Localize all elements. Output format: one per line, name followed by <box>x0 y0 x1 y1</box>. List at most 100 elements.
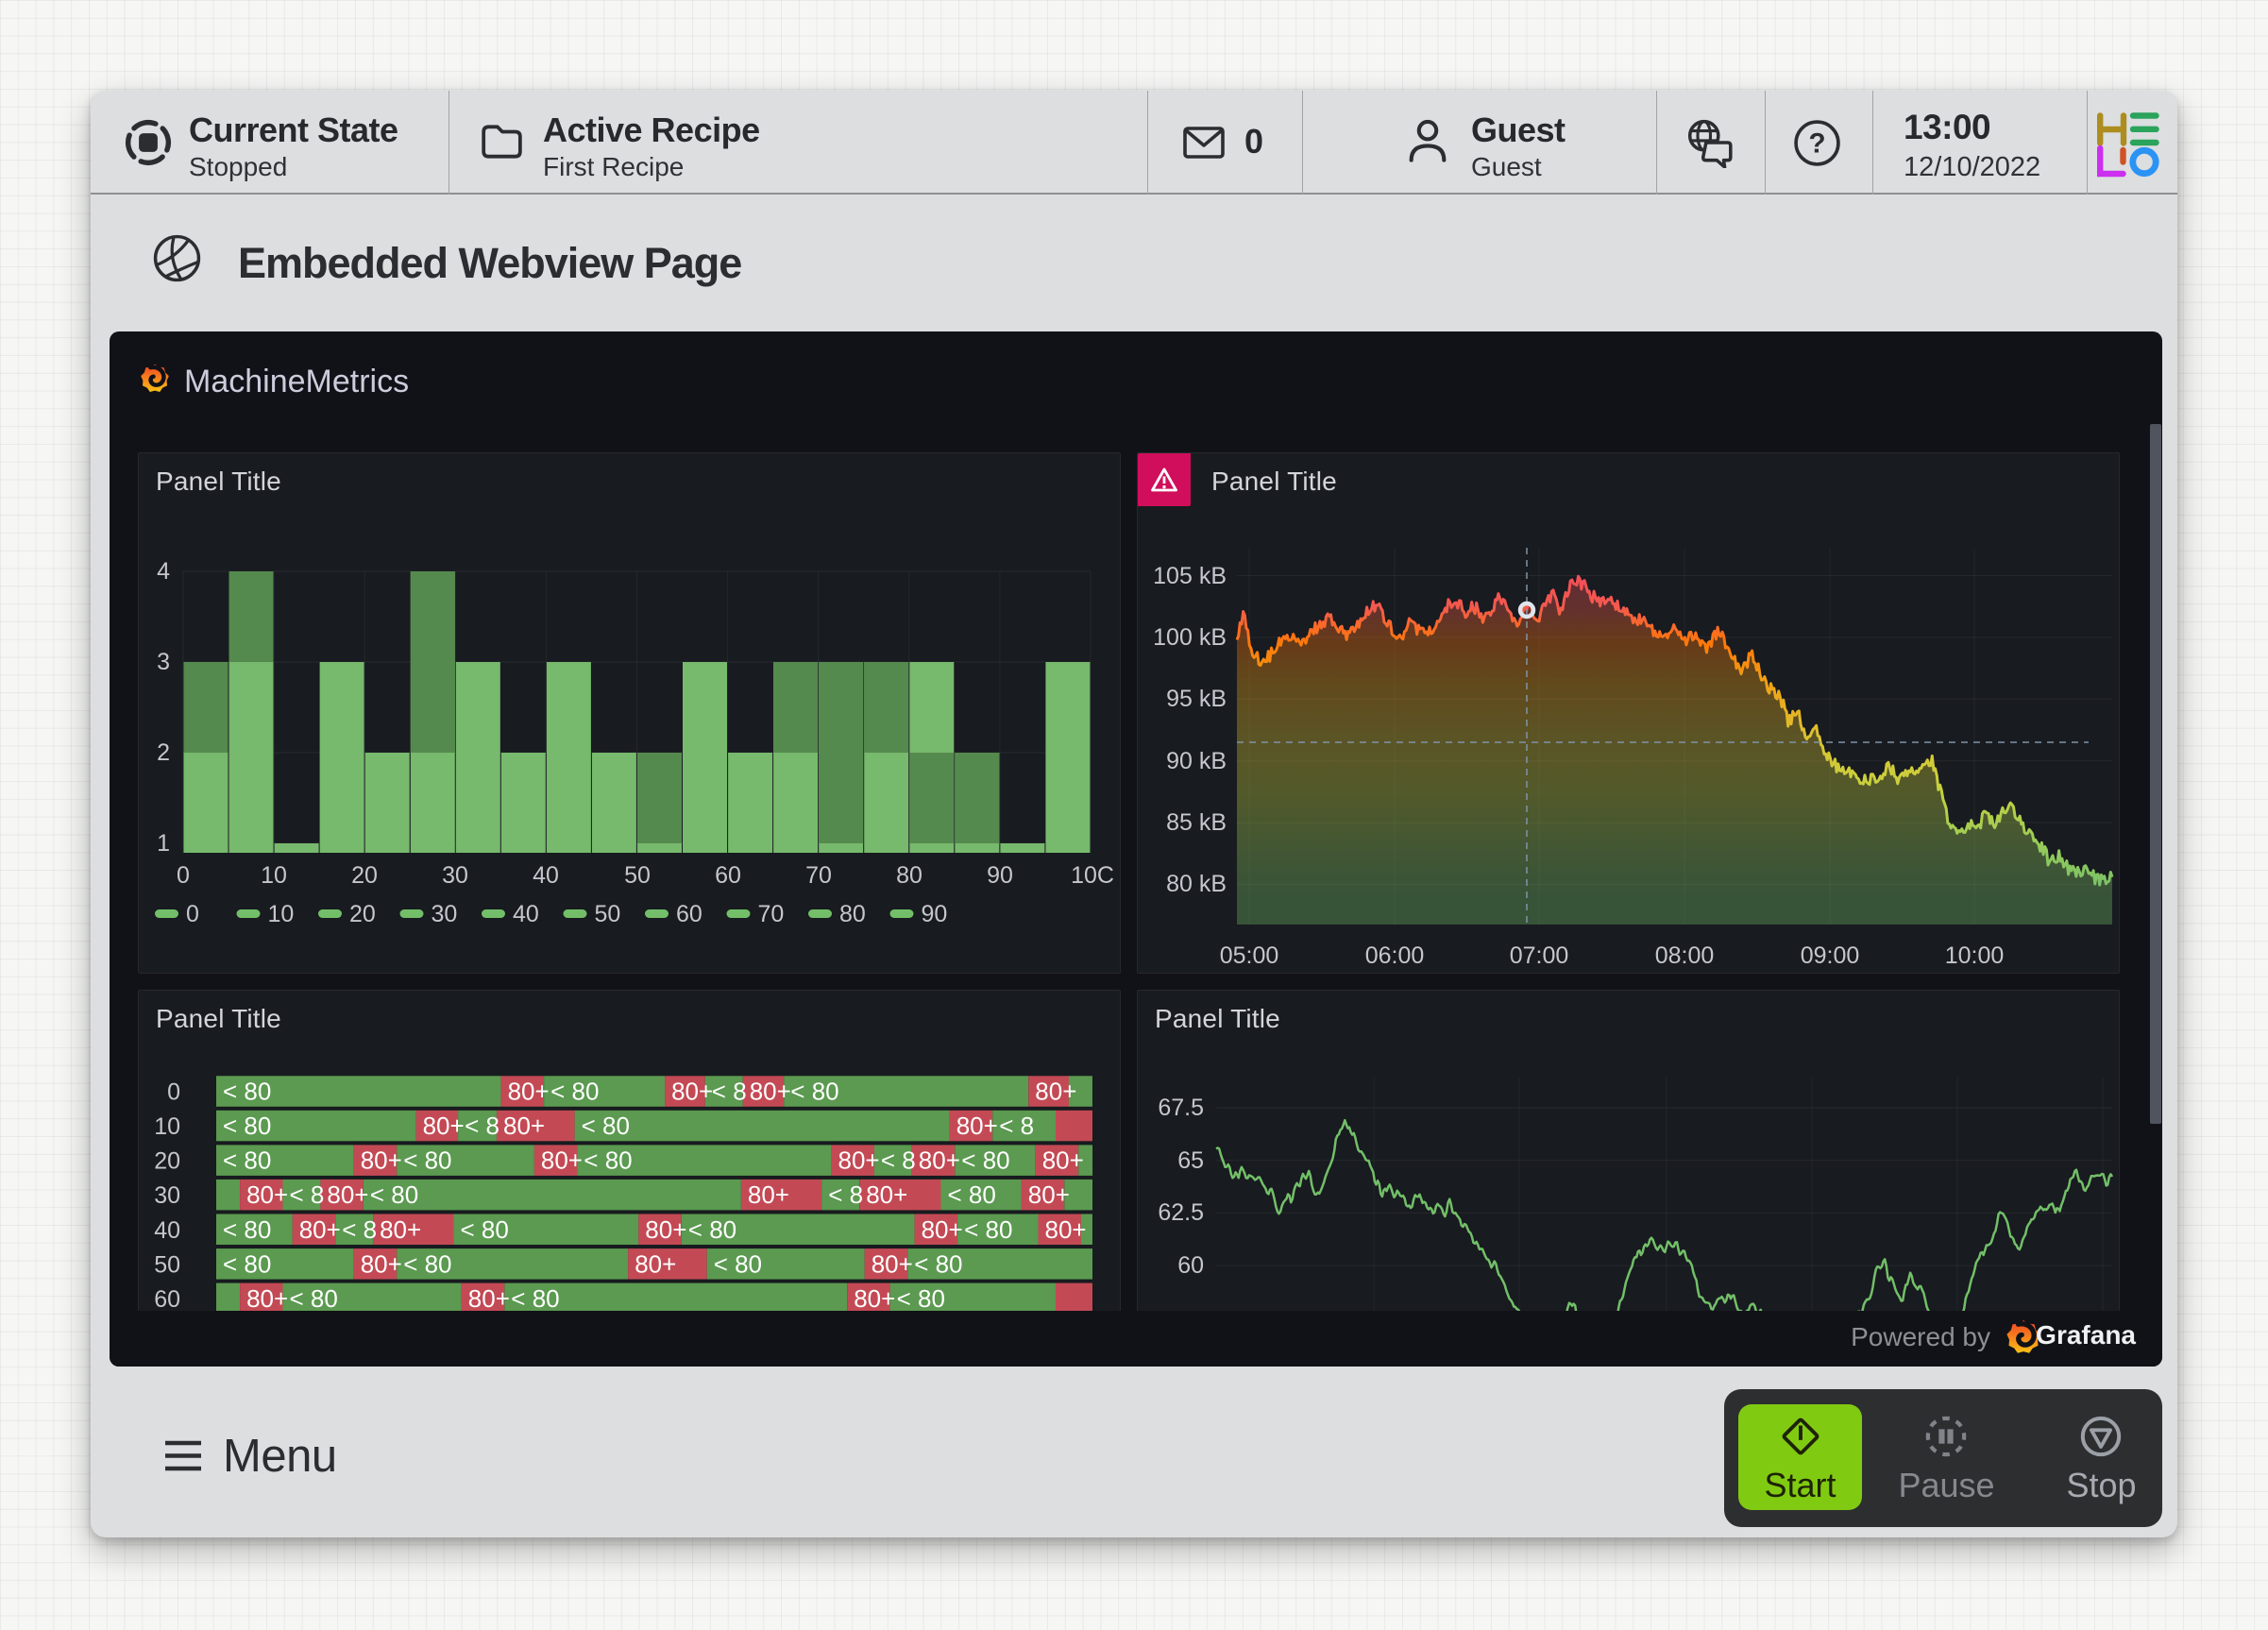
svg-text:08:00: 08:00 <box>1655 942 1715 969</box>
svg-text:1: 1 <box>157 830 170 857</box>
svg-text:10:00: 10:00 <box>1945 942 2005 969</box>
svg-text:80+: 80+ <box>299 1215 341 1244</box>
svg-text:30: 30 <box>442 862 468 889</box>
svg-text:05:00: 05:00 <box>1220 942 1279 969</box>
svg-text:60: 60 <box>676 901 702 927</box>
svg-text:80+: 80+ <box>246 1180 288 1209</box>
svg-text:90: 90 <box>922 901 948 927</box>
svg-text:2: 2 <box>157 739 170 766</box>
svg-text:80+: 80+ <box>1028 1180 1070 1209</box>
svg-text:< 80: < 80 <box>961 1146 1009 1175</box>
svg-text:80+: 80+ <box>503 1112 545 1140</box>
svg-text:60: 60 <box>715 862 741 889</box>
svg-text:80+: 80+ <box>1042 1146 1084 1175</box>
svg-text:80+: 80+ <box>361 1146 402 1175</box>
svg-text:90 kB: 90 kB <box>1166 748 1227 774</box>
svg-text:100 kB: 100 kB <box>1153 624 1227 651</box>
svg-text:< 80: < 80 <box>582 1112 630 1140</box>
svg-text:4: 4 <box>157 558 170 585</box>
svg-text:80+: 80+ <box>1045 1215 1087 1244</box>
svg-text:< 80: < 80 <box>223 1215 271 1244</box>
svg-text:80+: 80+ <box>872 1249 913 1278</box>
svg-text:40: 40 <box>513 901 539 927</box>
svg-text:< 80: < 80 <box>223 1146 271 1175</box>
svg-text:50: 50 <box>624 862 651 889</box>
svg-text:< 80: < 80 <box>223 1112 271 1140</box>
svg-text:10: 10 <box>261 862 287 889</box>
svg-text:60: 60 <box>154 1286 180 1313</box>
svg-text:< 80: < 80 <box>948 1180 996 1209</box>
svg-text:80+: 80+ <box>468 1284 510 1313</box>
svg-text:< 8: < 8 <box>342 1215 377 1244</box>
svg-text:80+: 80+ <box>922 1215 963 1244</box>
svg-text:< 80: < 80 <box>714 1249 762 1278</box>
svg-text:< 80: < 80 <box>790 1078 838 1106</box>
svg-text:80+: 80+ <box>854 1284 895 1313</box>
svg-text:50: 50 <box>154 1251 180 1278</box>
svg-text:95 kB: 95 kB <box>1166 686 1227 712</box>
svg-text:80+: 80+ <box>508 1078 550 1106</box>
svg-text:80+: 80+ <box>635 1249 676 1278</box>
svg-text:10: 10 <box>154 1113 180 1140</box>
svg-text:80+: 80+ <box>748 1180 789 1209</box>
svg-text:< 80: < 80 <box>370 1180 418 1209</box>
svg-text:< 8: < 8 <box>712 1078 747 1106</box>
svg-text:80+: 80+ <box>956 1112 998 1140</box>
svg-text:80+: 80+ <box>866 1180 907 1209</box>
svg-text:0: 0 <box>186 901 199 927</box>
svg-text:80+: 80+ <box>838 1146 880 1175</box>
svg-text:10C: 10C <box>1071 862 1114 889</box>
svg-text:< 80: < 80 <box>897 1284 945 1313</box>
svg-text:< 8: < 8 <box>290 1180 325 1209</box>
svg-text:< 8: < 8 <box>465 1112 499 1140</box>
svg-text:70: 70 <box>805 862 832 889</box>
svg-text:< 80: < 80 <box>584 1146 632 1175</box>
svg-text:80+: 80+ <box>423 1112 465 1140</box>
svg-text:85 kB: 85 kB <box>1166 809 1227 836</box>
svg-text:3: 3 <box>157 649 170 675</box>
svg-text:< 8: < 8 <box>828 1180 863 1209</box>
svg-text:40: 40 <box>533 862 559 889</box>
svg-text:< 80: < 80 <box>914 1249 962 1278</box>
svg-text:30: 30 <box>432 901 458 927</box>
svg-text:80: 80 <box>896 862 922 889</box>
svg-text:80+: 80+ <box>919 1146 960 1175</box>
svg-text:80+: 80+ <box>645 1215 686 1244</box>
svg-text:?: ? <box>1808 128 1825 160</box>
svg-text:67.5: 67.5 <box>1158 1095 1204 1121</box>
svg-text:40: 40 <box>154 1217 180 1244</box>
svg-text:80+: 80+ <box>1035 1078 1076 1106</box>
svg-text:07:00: 07:00 <box>1510 942 1569 969</box>
svg-text:80+: 80+ <box>671 1078 713 1106</box>
svg-text:80+: 80+ <box>361 1249 402 1278</box>
svg-text:< 8: < 8 <box>881 1146 916 1175</box>
svg-text:90: 90 <box>987 862 1013 889</box>
svg-text:20: 20 <box>349 901 376 927</box>
svg-text:< 80: < 80 <box>403 1146 451 1175</box>
svg-text:60: 60 <box>1177 1252 1204 1279</box>
svg-text:80+: 80+ <box>380 1215 421 1244</box>
svg-text:< 80: < 80 <box>461 1215 509 1244</box>
svg-text:30: 30 <box>154 1182 180 1209</box>
svg-text:0: 0 <box>177 862 190 889</box>
svg-text:< 80: < 80 <box>223 1078 271 1106</box>
svg-text:80+: 80+ <box>246 1284 288 1313</box>
svg-text:< 80: < 80 <box>688 1215 736 1244</box>
svg-text:< 80: < 80 <box>511 1284 559 1313</box>
svg-text:70: 70 <box>758 901 785 927</box>
svg-text:65: 65 <box>1177 1147 1204 1174</box>
svg-text:< 80: < 80 <box>403 1249 451 1278</box>
svg-text:10: 10 <box>268 901 295 927</box>
svg-text:< 8: < 8 <box>999 1112 1034 1140</box>
svg-text:20: 20 <box>154 1148 180 1175</box>
svg-text:80+: 80+ <box>541 1146 583 1175</box>
svg-text:50: 50 <box>595 901 621 927</box>
svg-text:105 kB: 105 kB <box>1153 563 1227 589</box>
svg-text:09:00: 09:00 <box>1801 942 1860 969</box>
svg-text:< 80: < 80 <box>223 1249 271 1278</box>
svg-text:62.5: 62.5 <box>1158 1199 1204 1226</box>
svg-text:0: 0 <box>167 1079 180 1106</box>
svg-text:80 kB: 80 kB <box>1166 871 1227 897</box>
svg-text:80: 80 <box>839 901 866 927</box>
svg-text:< 80: < 80 <box>964 1215 1012 1244</box>
